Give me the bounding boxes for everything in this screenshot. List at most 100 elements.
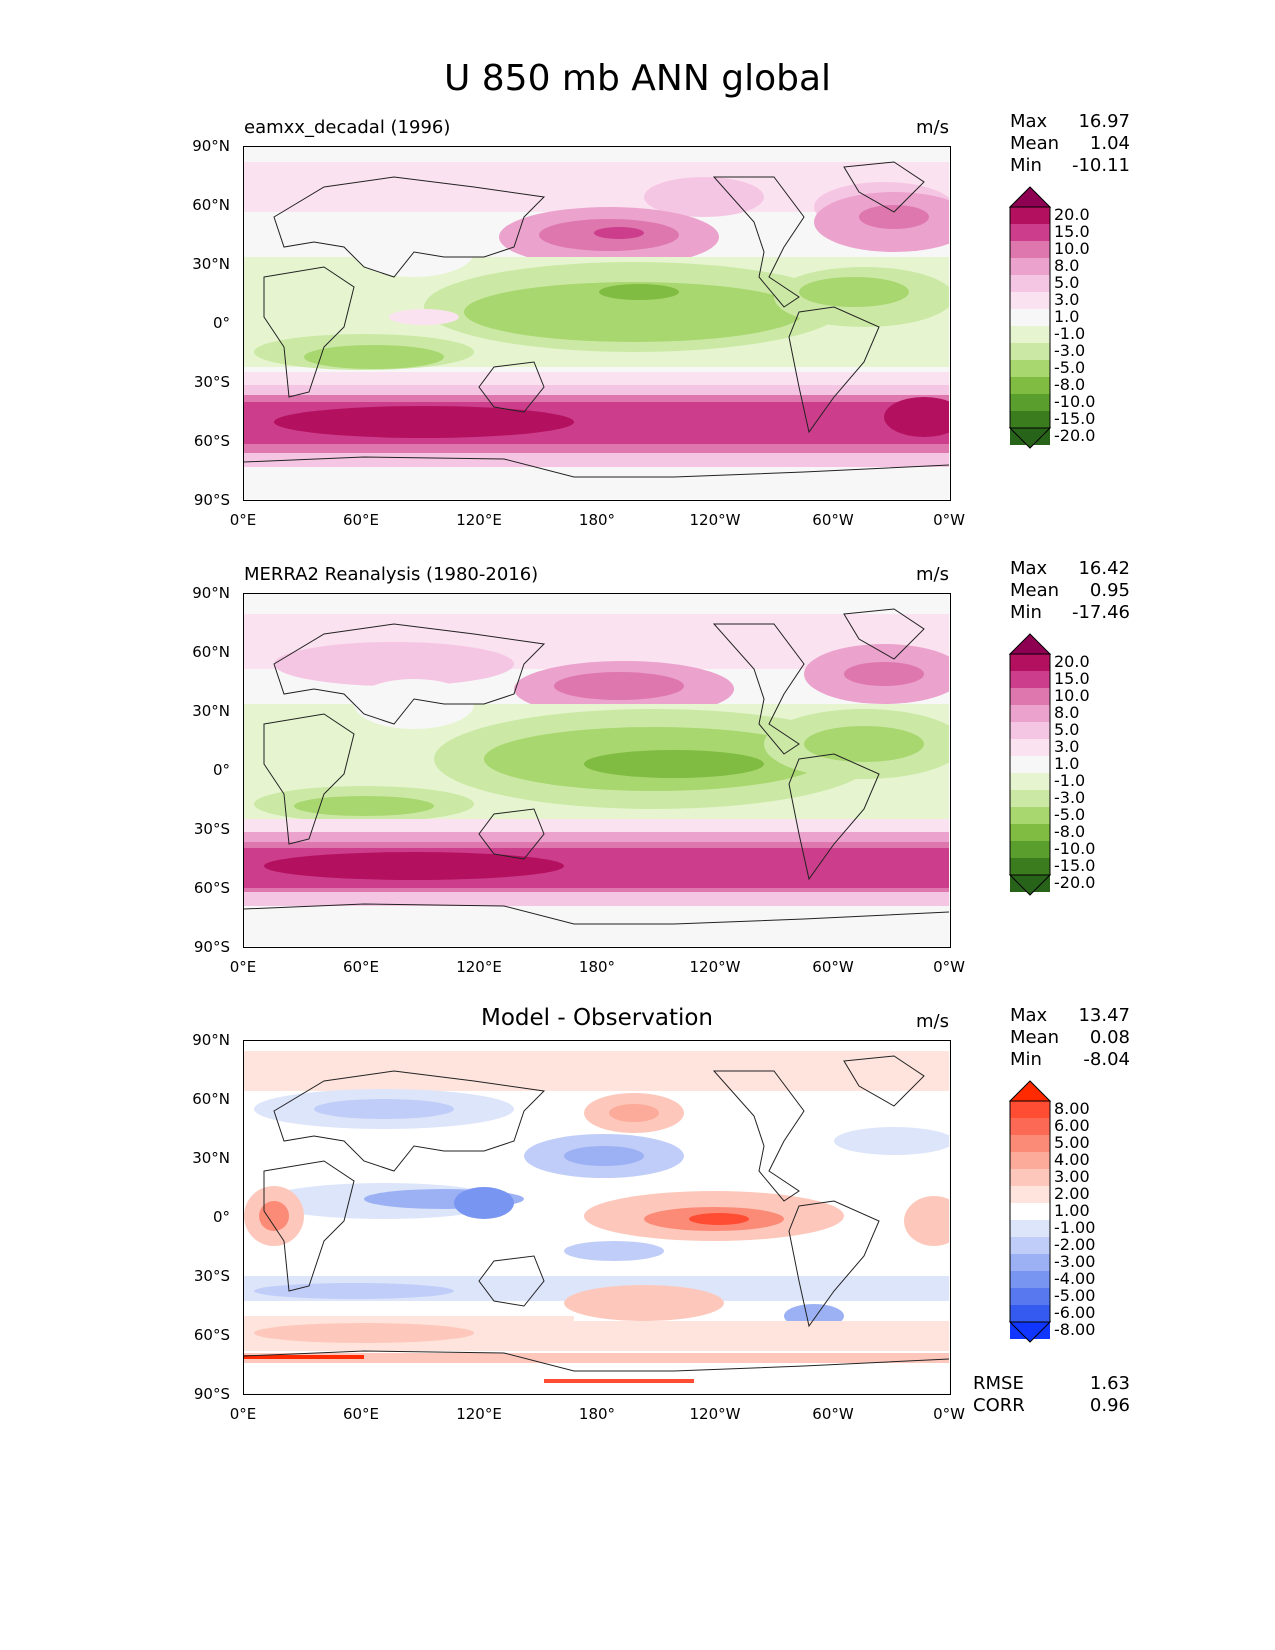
colorbar-segment — [1010, 790, 1050, 807]
lon-tick-label: 180° — [578, 511, 616, 529]
colorbar-segment — [1010, 705, 1050, 722]
colorbar-tick-label: 20.0 — [1054, 652, 1090, 671]
colorbar-tick-label: -3.0 — [1054, 788, 1086, 807]
colorbar-segment — [1010, 1135, 1050, 1152]
stat-mean-value: 0.08 — [1089, 1027, 1130, 1048]
colorbar-segment — [1010, 360, 1050, 377]
lat-tick-label: 90°S — [193, 1385, 230, 1403]
colorbar-tick-label: -1.00 — [1054, 1218, 1096, 1237]
colorbar-segment — [1010, 671, 1050, 688]
colorbar-segment — [1010, 1254, 1050, 1271]
colorbar-tick-label: -2.00 — [1054, 1235, 1096, 1254]
lat-tick-label: 30°N — [192, 255, 230, 273]
stat-mean-label: Mean — [1010, 1027, 1060, 1048]
lat-tick-label: 0° — [212, 314, 230, 332]
colorbar-tick-label: 1.0 — [1054, 307, 1080, 326]
colorbar-tick-label: 5.0 — [1054, 273, 1080, 292]
skill-metrics: RMSE 1.63 CORR 0.96 — [973, 1373, 1130, 1417]
lon-tick-label: 0°W — [933, 958, 965, 976]
colorbar-segment — [1010, 858, 1050, 875]
colorbar-tick-label: 2.00 — [1054, 1184, 1090, 1203]
panel-title: Model - Observation — [480, 1005, 714, 1031]
lon-tick-label: 0°E — [229, 511, 257, 529]
map-reference — [243, 593, 951, 948]
stat-max-value: 16.42 — [1078, 558, 1130, 579]
colorbar-segment — [1010, 326, 1050, 343]
colorbar-tick-label: 8.00 — [1054, 1099, 1090, 1118]
colorbar-tick-label: 1.00 — [1054, 1201, 1090, 1220]
colorbar-segment — [1010, 207, 1050, 224]
colorbar-tick-label: -8.00 — [1054, 1320, 1096, 1339]
lon-tick-label: 0°E — [229, 1405, 257, 1423]
colorbar-tick-label: -5.00 — [1054, 1286, 1096, 1305]
colorbar-tick-label: -20.0 — [1054, 426, 1096, 445]
colorbar-tick-label: -3.00 — [1054, 1252, 1096, 1271]
colorbar-extend-max — [1008, 633, 1052, 655]
colorbar-segment — [1010, 411, 1050, 428]
colorbar-extend-max — [1008, 1080, 1052, 1102]
lon-tick-label: 60°W — [812, 958, 854, 976]
colorbar-segment — [1010, 1288, 1050, 1305]
map-field-difference — [244, 1041, 949, 1393]
colorbar-tick-label: 10.0 — [1054, 686, 1090, 705]
stat-max-label: Max — [1010, 111, 1048, 132]
colorbar-segment — [1010, 258, 1050, 275]
stat-min-label: Min — [1010, 602, 1042, 623]
colorbar-segment — [1010, 1169, 1050, 1186]
lat-tick-label: 90°S — [193, 491, 230, 509]
panel-title: MERRA2 Reanalysis (1980-2016) — [244, 564, 539, 585]
stats-box: Max 16.42 Mean 0.95 Min -17.46 — [1010, 558, 1130, 624]
colorbar-segment — [1010, 807, 1050, 824]
colorbar-tick-label: -1.0 — [1054, 771, 1086, 790]
colorbar-segment — [1010, 275, 1050, 292]
stat-max-value: 16.97 — [1078, 111, 1130, 132]
colorbar-tick-label: -8.0 — [1054, 375, 1086, 394]
lon-tick-label: 60°E — [342, 1405, 380, 1423]
colorbar-tick-label: -4.00 — [1054, 1269, 1096, 1288]
lat-tick-label: 60°S — [193, 879, 230, 897]
colorbar-tick-label: 20.0 — [1054, 205, 1090, 224]
colorbar-extend-max — [1008, 186, 1052, 208]
colorbar-frame — [1009, 653, 1051, 876]
colorbar-tick-label: 6.00 — [1054, 1116, 1090, 1135]
colorbar — [1008, 1080, 1052, 1343]
units-label: m/s — [916, 117, 949, 138]
lat-tick-label: 60°N — [192, 1090, 230, 1108]
lat-tick-label: 30°N — [192, 702, 230, 720]
map-field-reference — [244, 594, 949, 946]
lon-tick-label: 120°E — [456, 958, 502, 976]
lon-tick-label: 60°E — [342, 511, 380, 529]
colorbar-tick-label: -10.0 — [1054, 839, 1096, 858]
stat-mean-value: 0.95 — [1089, 580, 1130, 601]
panel-title: eamxx_decadal (1996) — [244, 117, 451, 138]
lat-tick-label: 90°S — [193, 938, 230, 956]
lat-tick-label: 60°N — [192, 643, 230, 661]
colorbar-segment — [1010, 1237, 1050, 1254]
colorbar-segment — [1010, 824, 1050, 841]
lon-tick-label: 60°W — [812, 1405, 854, 1423]
lat-tick-label: 60°S — [193, 432, 230, 450]
stat-min-value: -8.04 — [1083, 1049, 1130, 1070]
lat-tick-label: 30°S — [193, 373, 230, 391]
lon-tick-label: 120°W — [689, 958, 741, 976]
map-test — [243, 146, 951, 501]
colorbar-tick-label: 10.0 — [1054, 239, 1090, 258]
stats-box: Max 13.47 Mean 0.08 Min -8.04 — [1010, 1005, 1130, 1071]
colorbar-segment — [1010, 1305, 1050, 1322]
lat-tick-label: 90°N — [192, 584, 230, 602]
units-label: m/s — [916, 564, 949, 585]
lon-tick-label: 60°W — [812, 511, 854, 529]
colorbar-segment — [1010, 841, 1050, 858]
stat-min-value: -17.46 — [1071, 602, 1130, 623]
colorbar-tick-label: 3.0 — [1054, 290, 1080, 309]
corr-value: 0.96 — [1089, 1395, 1130, 1416]
colorbar-tick-label: -15.0 — [1054, 409, 1096, 428]
colorbar-tick-label: 4.00 — [1054, 1150, 1090, 1169]
colorbar-frame — [1009, 206, 1051, 429]
units-label: m/s — [916, 1011, 949, 1032]
colorbar-tick-label: -5.0 — [1054, 358, 1086, 377]
colorbar-tick-label: -5.0 — [1054, 805, 1086, 824]
colorbar-segment — [1010, 394, 1050, 411]
stat-min-label: Min — [1010, 1049, 1042, 1070]
stat-mean-label: Mean — [1010, 133, 1060, 154]
